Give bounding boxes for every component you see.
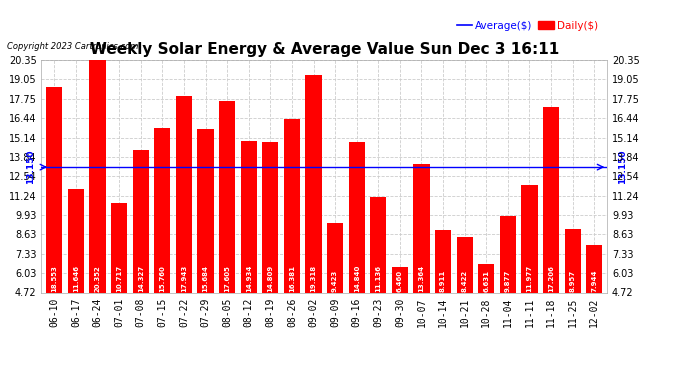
Text: 9.423: 9.423: [332, 270, 338, 292]
Text: 18.553: 18.553: [51, 265, 57, 292]
Text: 14.809: 14.809: [267, 264, 273, 292]
Bar: [371, 197, 386, 292]
Bar: [155, 128, 170, 292]
Text: 10.717: 10.717: [116, 265, 122, 292]
Bar: [176, 96, 192, 292]
Bar: [241, 141, 257, 292]
Text: 8.957: 8.957: [570, 270, 575, 292]
Text: 6.460: 6.460: [397, 270, 403, 292]
Bar: [413, 164, 430, 292]
Text: 11.977: 11.977: [526, 265, 533, 292]
Bar: [219, 101, 235, 292]
Bar: [327, 222, 343, 292]
Text: 8.911: 8.911: [440, 270, 446, 292]
Text: 19.318: 19.318: [310, 265, 317, 292]
Bar: [262, 142, 278, 292]
Bar: [348, 142, 365, 292]
Text: 14.934: 14.934: [246, 264, 252, 292]
Bar: [111, 203, 127, 292]
Text: 8.422: 8.422: [462, 270, 468, 292]
Bar: [284, 119, 300, 292]
Text: 6.631: 6.631: [483, 270, 489, 292]
Bar: [306, 75, 322, 292]
Bar: [197, 129, 214, 292]
Bar: [90, 60, 106, 292]
Text: 14.327: 14.327: [138, 265, 144, 292]
Bar: [46, 87, 63, 292]
Text: 15.684: 15.684: [203, 265, 208, 292]
Bar: [564, 230, 581, 292]
Bar: [435, 230, 451, 292]
Text: 7.944: 7.944: [591, 269, 598, 292]
Title: Weekly Solar Energy & Average Value Sun Dec 3 16:11: Weekly Solar Energy & Average Value Sun …: [90, 42, 559, 57]
Text: 13.150: 13.150: [618, 150, 627, 184]
Text: 17.605: 17.605: [224, 265, 230, 292]
Text: 16.381: 16.381: [289, 265, 295, 292]
Bar: [522, 184, 538, 292]
Bar: [478, 264, 494, 292]
Text: 15.760: 15.760: [159, 265, 166, 292]
Bar: [457, 237, 473, 292]
Bar: [500, 216, 516, 292]
Text: 17.943: 17.943: [181, 264, 187, 292]
Text: Copyright 2023 Cartronics.com: Copyright 2023 Cartronics.com: [7, 42, 138, 51]
Text: 13.150: 13.150: [26, 150, 35, 184]
Text: 9.877: 9.877: [505, 270, 511, 292]
Text: 14.840: 14.840: [354, 264, 359, 292]
Text: 20.352: 20.352: [95, 265, 101, 292]
Text: 11.646: 11.646: [73, 265, 79, 292]
Legend: Average($), Daily($): Average($), Daily($): [453, 16, 602, 35]
Text: 13.364: 13.364: [418, 265, 424, 292]
Text: 17.206: 17.206: [548, 265, 554, 292]
Bar: [68, 189, 84, 292]
Bar: [543, 107, 559, 292]
Bar: [132, 150, 149, 292]
Text: 11.136: 11.136: [375, 265, 382, 292]
Bar: [586, 244, 602, 292]
Bar: [392, 267, 408, 292]
